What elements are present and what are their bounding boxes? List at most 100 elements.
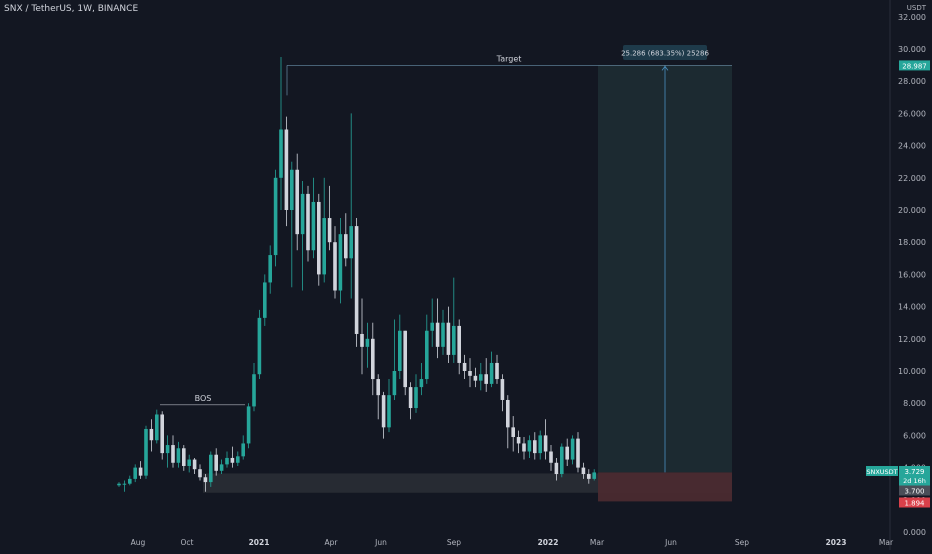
y-tick-label: 32.000: [898, 13, 926, 22]
candle-body: [209, 454, 213, 483]
candle: [435, 298, 440, 359]
candle-body: [176, 448, 181, 463]
candle: [473, 367, 478, 388]
candle: [414, 374, 418, 413]
candle-body: [473, 375, 478, 381]
candle: [581, 462, 586, 479]
x-tick-label: 2021: [249, 538, 270, 547]
candle: [441, 309, 445, 355]
candle: [349, 113, 353, 299]
candle: [311, 177, 316, 259]
candle-body: [435, 322, 440, 347]
candle-body: [344, 234, 348, 259]
candle-body: [365, 338, 370, 347]
stop-box: [598, 472, 732, 502]
candle-body: [268, 255, 272, 283]
y-tick-label: 24.000: [898, 142, 926, 151]
candle-body: [128, 478, 132, 484]
chart-title: SNX / TetherUS, 1W, BINANCE: [4, 4, 139, 14]
x-tick-label: Oct: [181, 538, 194, 547]
candle-body: [187, 459, 191, 466]
bos-label: BOS: [195, 394, 212, 403]
candle-body: [506, 399, 510, 428]
candle: [452, 277, 456, 363]
candle: [155, 409, 159, 444]
candle-body: [533, 440, 537, 454]
candle: [344, 213, 348, 267]
candle: [198, 464, 202, 481]
y-tick-label: 22.000: [898, 174, 926, 183]
candle: [511, 416, 515, 452]
entry-price-badge: 3.700: [904, 488, 924, 496]
candle: [214, 448, 218, 476]
candle-body: [360, 333, 364, 347]
y-tick-label: 0.000: [903, 528, 926, 537]
candle: [527, 435, 532, 458]
symbol-badge-bg: [866, 466, 898, 476]
measure-info-box: [623, 45, 707, 60]
x-tick-label: Sep: [447, 538, 461, 547]
candle: [246, 403, 251, 449]
candle: [570, 435, 575, 465]
candle-body: [516, 437, 521, 444]
candle-body: [570, 438, 575, 460]
candle: [565, 438, 569, 466]
candle-body: [381, 395, 386, 428]
candle-body: [117, 483, 121, 486]
candle: [376, 374, 380, 420]
candle: [522, 437, 526, 460]
price-axis[interactable]: [890, 0, 932, 550]
candle: [192, 457, 197, 475]
last-price-badge: 3.729: [904, 468, 924, 476]
candle: [327, 185, 332, 251]
candle: [263, 274, 267, 326]
candle-body: [371, 338, 375, 380]
candle: [333, 226, 337, 299]
y-tick-label: 26.000: [898, 109, 926, 118]
candle-body: [554, 462, 559, 475]
candle-body: [392, 371, 397, 396]
candle: [295, 153, 299, 251]
candle-body: [484, 374, 488, 384]
x-tick-label: Apr: [325, 538, 339, 547]
candle-body: [279, 129, 283, 178]
candle-body: [457, 325, 461, 363]
candle-body: [495, 362, 499, 380]
candle: [144, 425, 148, 479]
candle-body: [144, 428, 148, 476]
y-tick-label: 16.000: [898, 270, 926, 279]
candle-body: [300, 193, 305, 235]
x-tick-label: Mar: [879, 538, 894, 547]
candle: [549, 445, 553, 471]
candle: [273, 169, 278, 267]
candle: [592, 469, 596, 481]
candle: [543, 419, 548, 460]
candle-body: [430, 322, 434, 331]
candle-body: [489, 362, 494, 384]
x-tick-label: Sep: [735, 538, 749, 547]
candle: [117, 482, 121, 487]
x-tick-label: Aug: [131, 538, 146, 547]
candle: [538, 430, 542, 460]
candle: [360, 298, 364, 375]
candle: [516, 430, 521, 454]
x-tick-label: Jun: [664, 538, 677, 547]
y-tick-label: 10.000: [898, 367, 926, 376]
candle-body: [468, 371, 472, 376]
candle: [230, 446, 235, 468]
candle: [268, 245, 272, 294]
candle-body: [425, 330, 429, 380]
candle: [160, 411, 164, 460]
candle-body: [252, 374, 256, 407]
candle: [138, 461, 143, 479]
candle-body: [138, 467, 143, 476]
candle: [560, 443, 564, 478]
candle-body: [333, 242, 337, 291]
candle: [587, 469, 591, 484]
candle: [425, 314, 429, 384]
candle-body: [165, 445, 170, 454]
candle-body: [403, 330, 407, 388]
candle: [419, 362, 424, 396]
